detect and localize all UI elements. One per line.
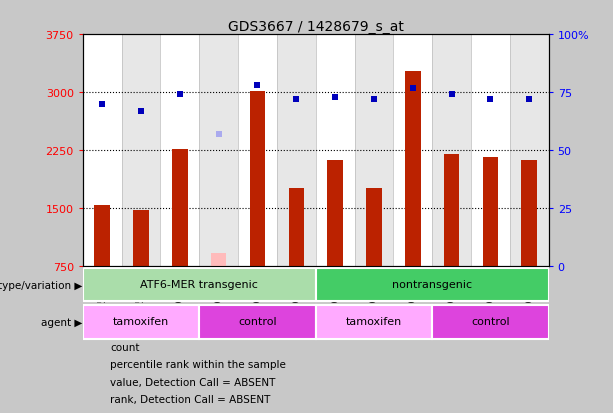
Bar [94,206,110,266]
Bar [316,268,549,301]
Bar [432,35,471,266]
Bar [83,268,316,301]
Bar [133,211,149,266]
Bar [199,306,316,339]
Text: value, Detection Call = ABSENT: value, Detection Call = ABSENT [110,377,276,387]
Bar [354,35,394,266]
Bar [316,306,432,339]
Bar [121,35,161,266]
Text: ATF6-MER transgenic: ATF6-MER transgenic [140,279,258,289]
Bar [522,161,537,266]
Text: genotype/variation ▶: genotype/variation ▶ [0,280,83,290]
Text: nontransgenic: nontransgenic [392,279,472,289]
Text: count: count [110,342,140,352]
Bar [199,35,238,266]
Bar [249,91,265,266]
Bar [289,188,304,266]
Bar [277,35,316,266]
Text: tamoxifen: tamoxifen [113,316,169,326]
Text: tamoxifen: tamoxifen [346,316,402,326]
Text: control: control [238,316,277,326]
Bar [510,35,549,266]
Bar [405,72,421,266]
Bar [172,149,188,266]
Text: rank, Detection Call = ABSENT: rank, Detection Call = ABSENT [110,394,271,404]
Text: agent ▶: agent ▶ [42,317,83,327]
Bar [432,306,549,339]
Bar [482,158,498,266]
Text: percentile rank within the sample: percentile rank within the sample [110,359,286,369]
Bar [366,188,382,266]
Text: control: control [471,316,510,326]
Bar [444,154,459,266]
Bar [327,161,343,266]
Bar [83,306,199,339]
Title: GDS3667 / 1428679_s_at: GDS3667 / 1428679_s_at [228,20,403,34]
Bar [211,253,226,266]
